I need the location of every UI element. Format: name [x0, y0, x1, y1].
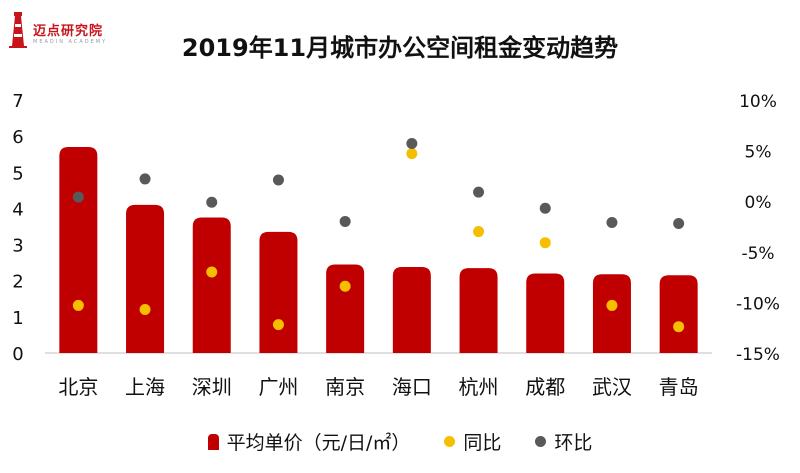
y-tick-label: 2 — [12, 272, 23, 293]
legend-swatch-price — [207, 433, 219, 450]
dot — [606, 299, 618, 311]
chart-legend: 平均单价（元/日/㎡） 同比 环比 — [0, 428, 800, 455]
legend-swatch-yoy — [444, 436, 456, 447]
logo-text: 迈点研究院 — [33, 24, 104, 39]
bar — [459, 268, 498, 353]
x-tick-label: 深圳 — [192, 375, 232, 399]
bar — [126, 204, 165, 353]
dot — [72, 191, 84, 203]
dot — [206, 266, 218, 278]
x-tick-label: 广州 — [258, 375, 298, 399]
legend-label-mom: 环比 — [554, 432, 593, 454]
logo-subtext: MEADIN ACADEMY — [33, 39, 108, 45]
dot — [406, 148, 418, 160]
y2-tick-label: -5% — [741, 244, 774, 264]
dot — [206, 196, 218, 208]
bar — [259, 231, 298, 353]
dot — [673, 217, 685, 229]
legend-label-yoy: 同比 — [463, 432, 502, 454]
y-tick-label: 6 — [12, 127, 23, 148]
bar — [526, 273, 565, 353]
bar — [59, 146, 98, 353]
dot — [339, 280, 351, 292]
dot — [272, 319, 284, 331]
x-tick-label: 成都 — [525, 375, 565, 399]
x-tick-label: 南京 — [325, 375, 365, 399]
x-tick-label: 北京 — [58, 375, 98, 399]
y2-tick-label: -15% — [736, 345, 780, 365]
dot — [139, 173, 151, 185]
y-tick-label: 7 — [12, 91, 23, 112]
x-tick-label: 海口 — [392, 375, 432, 399]
legend-label-price: 平均单价（元/日/㎡） — [226, 432, 411, 454]
x-tick-label: 武汉 — [592, 375, 632, 399]
dot — [606, 216, 618, 228]
legend-item-mom: 环比 — [535, 428, 592, 455]
bar — [659, 275, 698, 353]
lighthouse-icon — [9, 12, 27, 48]
y2-tick-label: 0% — [745, 193, 772, 213]
y2-tick-label: 10% — [739, 92, 777, 112]
dot — [473, 226, 485, 238]
bar — [592, 274, 631, 353]
dot — [539, 202, 551, 214]
bar — [326, 264, 365, 353]
y-tick-label: 3 — [12, 236, 23, 257]
dot — [406, 138, 418, 150]
bar — [192, 217, 231, 353]
bar — [392, 266, 431, 353]
dot — [72, 299, 84, 311]
chart-title: 2019年11月城市办公空间租金变动趋势 — [181, 34, 619, 62]
x-tick-label: 青岛 — [659, 375, 699, 399]
y-tick-label: 0 — [12, 344, 23, 365]
dot — [539, 237, 551, 249]
legend-swatch-mom — [535, 436, 547, 447]
y2-tick-label: 5% — [745, 143, 772, 163]
dot — [139, 303, 151, 315]
y-tick-label: 1 — [12, 308, 23, 329]
dot — [272, 174, 284, 186]
brand-logo: 迈点研究院 MEADIN ACADEMY — [6, 8, 106, 54]
dot — [339, 215, 351, 227]
x-tick-label: 杭州 — [459, 375, 499, 399]
dot — [673, 321, 685, 333]
legend-item-yoy: 同比 — [444, 428, 501, 455]
x-tick-label: 上海 — [125, 375, 165, 399]
y-tick-label: 4 — [12, 199, 23, 220]
y2-tick-label: -10% — [736, 294, 780, 314]
dot — [473, 186, 485, 198]
y-tick-label: 5 — [12, 163, 23, 184]
legend-item-price: 平均单价（元/日/㎡） — [207, 428, 411, 455]
